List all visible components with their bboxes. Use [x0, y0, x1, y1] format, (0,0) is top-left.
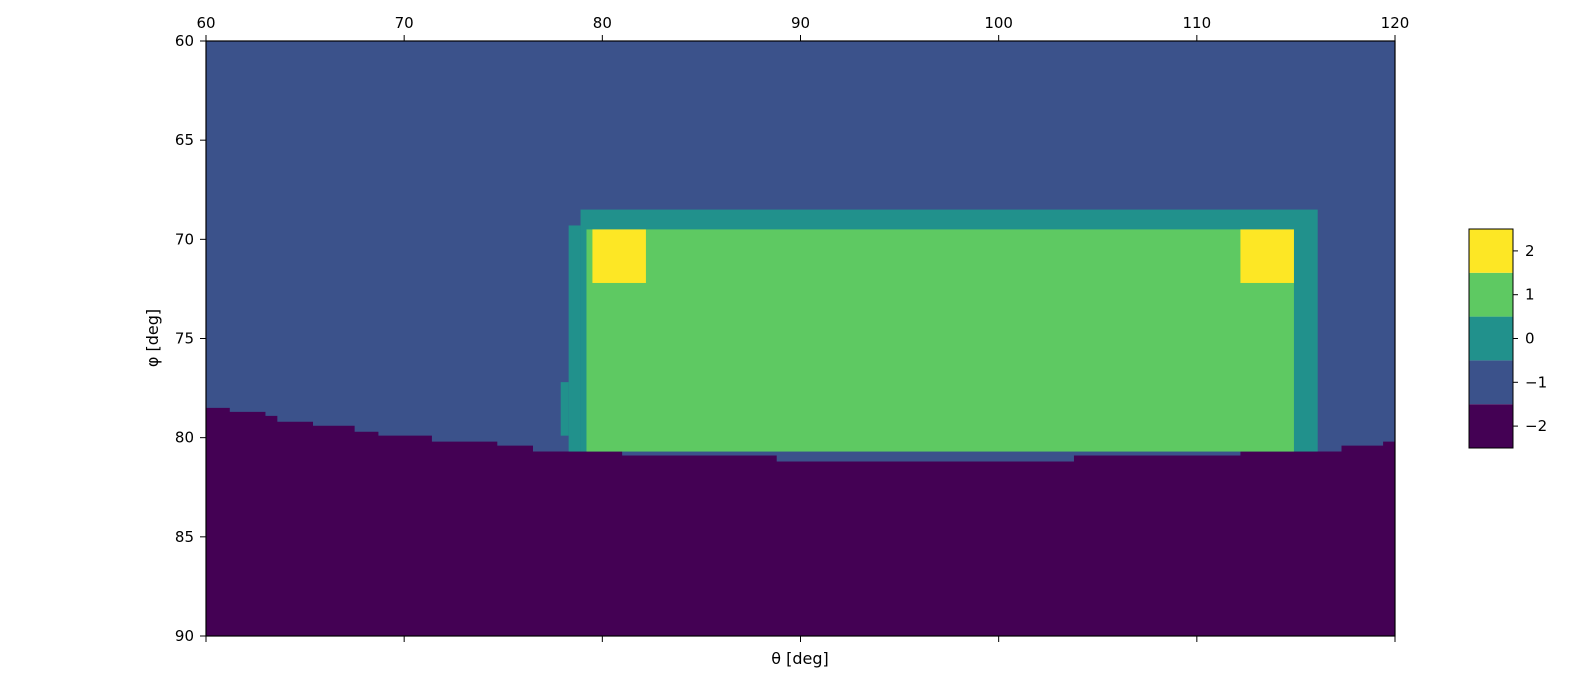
region-value-0-cell-1 [568, 225, 581, 452]
y-tick-label: 60 [175, 32, 194, 50]
y-tick-label: 65 [175, 131, 194, 149]
x-tick-label: 70 [395, 14, 414, 32]
y-tick-label: 75 [175, 330, 194, 348]
colorbar-tick-label: 1 [1525, 286, 1535, 304]
colorbar-frame [1468, 228, 1514, 449]
colorbar-tick-label: −2 [1525, 417, 1547, 435]
x-axis: 60 70 80 90 100 110 120 [196, 14, 1409, 642]
x-tick-label: 100 [984, 14, 1013, 32]
region-value-0-cell-2 [560, 382, 569, 436]
colorbar-swatch [1469, 229, 1513, 273]
x-tick-label: 80 [593, 14, 612, 32]
x-tick-label: 90 [791, 14, 810, 32]
y-tick-label: 85 [175, 528, 194, 546]
x-tick-label: 110 [1183, 14, 1212, 32]
y-tick-label: 80 [175, 429, 194, 447]
colorbar-swatch [1469, 272, 1513, 317]
x-tick-label: 60 [196, 14, 215, 32]
plot-area [205, 40, 1396, 637]
colorbar-tick-label: −1 [1525, 373, 1547, 391]
x-tick-label: 120 [1381, 14, 1410, 32]
region-value-2-cell-1 [1240, 229, 1294, 283]
y-axis: 60 65 70 75 80 85 90 [175, 32, 206, 645]
y-tick-label: 90 [175, 627, 194, 645]
y-tick-label: 70 [175, 230, 194, 248]
y-axis-label: φ [deg] [143, 309, 162, 367]
colorbar-tick-label: 2 [1525, 242, 1535, 260]
colorbar-tick-label: 0 [1525, 330, 1535, 348]
region-value--2 [206, 407, 1395, 636]
colorbar-swatch [1469, 316, 1513, 361]
colorbar-swatch [1469, 360, 1513, 405]
colorbar-swatch [1469, 404, 1513, 448]
region-value-1-cell-0 [586, 229, 1294, 452]
region-value-2-cell-0 [592, 229, 646, 283]
colorbar: −2 −1 0 1 2 [1468, 228, 1547, 449]
x-axis-label: θ [deg] [771, 649, 829, 668]
